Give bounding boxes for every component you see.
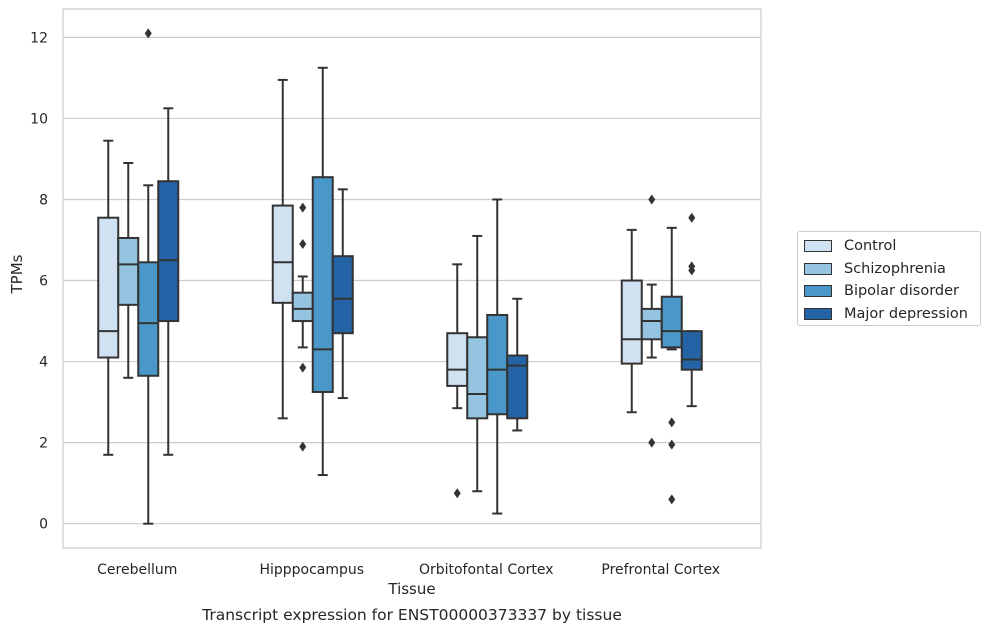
box-plot — [680, 212, 703, 408]
x-tick-labels: Cerebellum Hipppocampus Orbitofontal Corte… — [97, 562, 720, 578]
x-tick-label: Hipppocampus — [259, 562, 364, 578]
box-plots — [97, 28, 703, 525]
iqr-box — [466, 336, 489, 420]
legend-item: Control — [804, 235, 896, 257]
iqr-box — [446, 332, 469, 387]
legend-item: Schizophrenia — [804, 258, 946, 280]
outlier-point — [688, 212, 696, 223]
box-plot — [311, 66, 334, 477]
plot-frame — [62, 8, 762, 549]
legend-item: Major depression — [804, 303, 968, 325]
outlier-point — [648, 194, 656, 205]
y-tick-label: 2 — [39, 436, 48, 452]
legend-swatch — [804, 285, 832, 297]
iqr-box — [157, 180, 180, 323]
box-plot — [271, 78, 294, 420]
box-plot — [446, 263, 469, 499]
box-plot — [640, 194, 663, 448]
iqr-box — [137, 261, 160, 377]
outlier-point — [299, 441, 307, 452]
y-tick-label: 10 — [30, 111, 48, 127]
legend-item: Bipolar disorder — [804, 280, 959, 302]
outlier-point — [648, 437, 656, 448]
legend-label: Bipolar disorder — [844, 283, 959, 299]
y-tick-label: 4 — [39, 355, 48, 371]
legend-swatch — [804, 307, 832, 320]
iqr-box — [620, 279, 643, 365]
iqr-box — [680, 330, 703, 371]
iqr-box — [97, 216, 120, 359]
iqr-box — [117, 236, 140, 306]
y-axis-label: TPMs — [8, 254, 26, 294]
iqr-box — [660, 295, 683, 349]
iqr-box — [311, 176, 334, 393]
iqr-box — [486, 313, 509, 416]
outlier-point — [688, 265, 696, 276]
x-tick-label: Prefrontal Cortex — [601, 562, 720, 578]
outlier-point — [144, 28, 152, 39]
box-plot — [157, 107, 180, 456]
box-plot — [466, 234, 489, 493]
legend-swatch — [804, 240, 832, 252]
legend-label: Control — [844, 238, 897, 254]
outlier-point — [668, 494, 676, 505]
box-plot — [117, 162, 140, 379]
x-axis-label: Tissue — [387, 580, 435, 598]
iqr-box — [331, 255, 354, 335]
legend-label: Schizophrenia — [844, 260, 946, 277]
box-plot — [660, 226, 683, 505]
y-tick-labels: 0 2 4 6 8 10 12 — [30, 30, 48, 532]
box-plot — [291, 202, 314, 452]
y-tick-label: 0 — [39, 517, 48, 533]
figure-caption: Transcript expression for ENST0000037333… — [202, 606, 622, 624]
iqr-box — [291, 291, 314, 323]
legend: Control Schizophrenia Bipolar disorder Majo… — [797, 231, 981, 326]
y-tick-label: 6 — [39, 274, 48, 290]
legend-label: Major depression — [844, 305, 968, 322]
box-plot — [506, 297, 529, 432]
box-plot — [137, 28, 160, 525]
outlier-point — [668, 417, 676, 428]
outlier-point — [299, 239, 307, 250]
box-plot — [620, 228, 643, 414]
iqr-box — [271, 204, 294, 304]
legend-swatch — [804, 262, 832, 275]
box-plot — [97, 139, 120, 456]
outlier-point — [453, 488, 461, 499]
box-plot — [331, 188, 354, 400]
outlier-point — [668, 439, 676, 450]
y-tick-label: 12 — [30, 30, 48, 46]
outlier-point — [299, 202, 307, 213]
box-plot — [486, 198, 509, 515]
y-tick-label: 8 — [39, 192, 48, 208]
iqr-box — [640, 307, 663, 341]
outlier-point — [299, 362, 307, 373]
gridlines — [63, 36, 761, 525]
x-tick-label: Orbitofontal Cortex — [419, 562, 554, 578]
iqr-box — [506, 354, 529, 420]
x-tick-label: Cerebellum — [97, 562, 177, 578]
